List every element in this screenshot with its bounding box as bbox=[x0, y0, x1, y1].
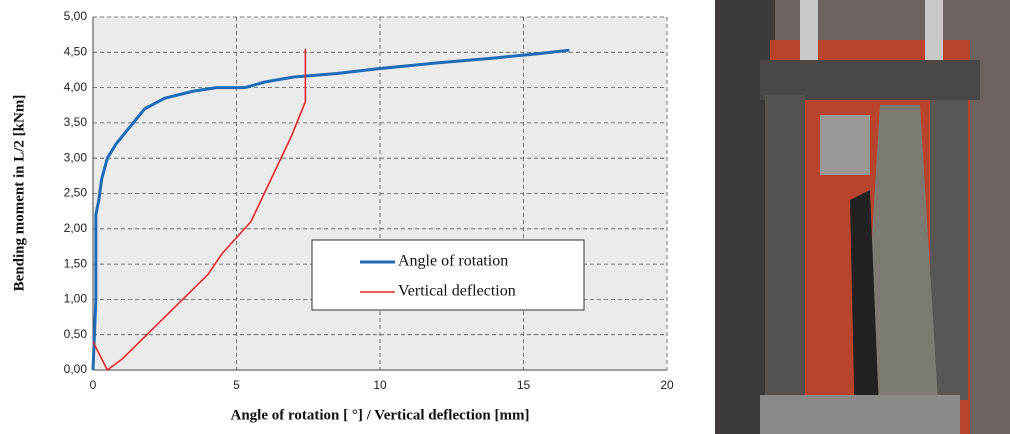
legend-box bbox=[311, 239, 585, 311]
line-series bbox=[92, 48, 307, 371]
photo-base bbox=[760, 395, 960, 434]
photo-specimen-edge bbox=[850, 190, 880, 434]
x-axis-label: Angle of rotation [ °] / Vertical deflec… bbox=[231, 407, 530, 423]
series bbox=[92, 48, 307, 371]
legend-label: Vertical deflection bbox=[398, 283, 516, 300]
photo-rod bbox=[925, 0, 943, 60]
y-tick-label: 5,00 bbox=[64, 9, 88, 23]
y-tick-label: 0,50 bbox=[64, 327, 88, 341]
photo-column bbox=[930, 100, 968, 400]
x-tick-label: 5 bbox=[233, 378, 240, 392]
photo-beam bbox=[760, 60, 980, 100]
photo-plate bbox=[820, 115, 870, 175]
y-tick-label: 3,00 bbox=[64, 150, 88, 164]
x-tick-label: 20 bbox=[660, 378, 674, 392]
y-axis-label: Bending moment in L/2 [kNm] bbox=[11, 95, 27, 292]
x-tick-label: 10 bbox=[373, 378, 387, 392]
photo-rod bbox=[800, 0, 818, 60]
y-tick-label: 1,50 bbox=[64, 256, 88, 270]
y-tick-label: 1,00 bbox=[64, 292, 88, 306]
legend-label: Angle of rotation bbox=[398, 253, 508, 270]
y-tick-label: 2,50 bbox=[64, 186, 88, 200]
y-tick-label: 3,50 bbox=[64, 115, 88, 129]
y-tick-label: 0,00 bbox=[64, 362, 88, 376]
y-tick-label: 4,00 bbox=[64, 80, 88, 94]
x-tick-label: 0 bbox=[90, 378, 97, 392]
photo-specimen bbox=[860, 105, 940, 434]
y-tick-label: 2,00 bbox=[64, 221, 88, 235]
photo bbox=[715, 0, 1010, 434]
legend: Angle of rotation Vertical deflection bbox=[311, 239, 585, 311]
photo-column bbox=[765, 95, 805, 395]
y-tick-label: 4,50 bbox=[64, 44, 88, 58]
x-tick-label: 15 bbox=[517, 378, 531, 392]
line-series bbox=[91, 48, 570, 371]
series bbox=[91, 48, 570, 371]
